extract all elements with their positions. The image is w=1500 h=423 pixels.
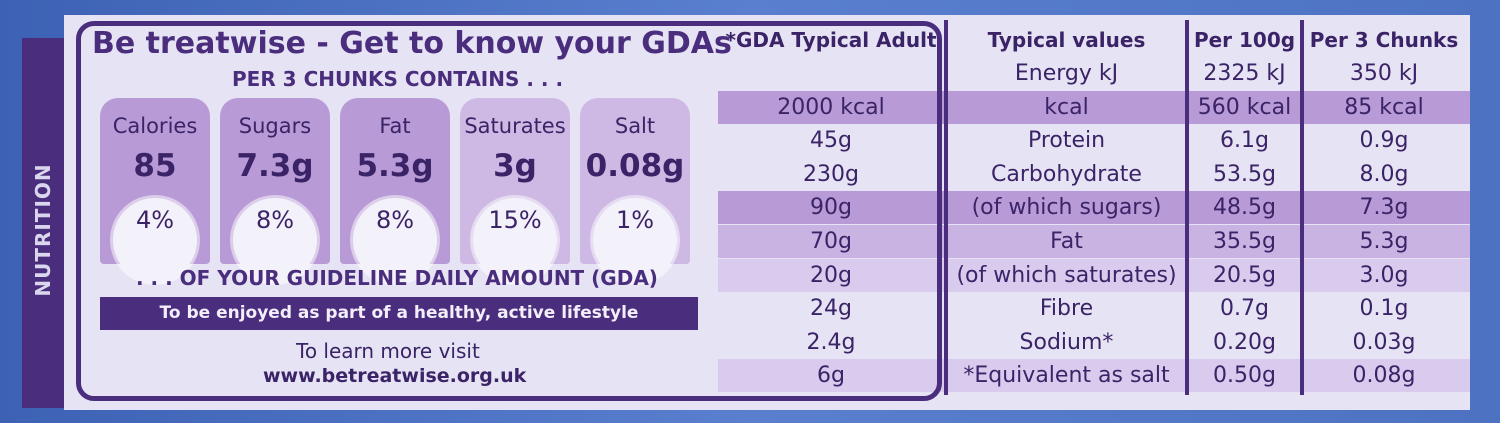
table-divider-per100 <box>1300 20 1304 395</box>
header-per100: Per 100g <box>1193 28 1296 52</box>
table-row: 20g (of which saturates) 20.5g 3.0g <box>718 258 1470 292</box>
cell-gda: 2.4g <box>806 329 856 355</box>
percent-circle <box>353 198 437 282</box>
gda-card-fat: Fat 5.3g 8% <box>340 98 450 282</box>
cell-per3: 7.3g <box>1359 195 1409 221</box>
table-row: 24g Fibre 0.7g 0.1g <box>718 292 1470 325</box>
cell-typical: Energy kJ <box>1014 61 1119 86</box>
percent-circle <box>593 198 677 282</box>
cell-gda: 230g <box>803 161 859 187</box>
cell-per3: 8.0g <box>1359 161 1409 187</box>
cell-per3: 0.03g <box>1352 329 1416 355</box>
table-row: 2.4g Sodium* 0.20g 0.03g <box>718 326 1470 359</box>
card-label: Salt <box>614 114 656 138</box>
card-percent: 8% <box>375 206 415 234</box>
card-percent: 4% <box>135 206 175 234</box>
cell-typical: kcal <box>1044 94 1089 120</box>
card-percent: 15% <box>488 206 542 234</box>
cell-typical: Protein <box>1027 128 1106 154</box>
header-per3: Per 3 Chunks <box>1309 28 1459 52</box>
card-label: Fat <box>379 114 411 138</box>
cell-typical: Carbohydrate <box>991 161 1142 187</box>
cell-per100: 6.1g <box>1220 128 1269 154</box>
cell-per100: 560 kcal <box>1197 94 1292 120</box>
card-label: Saturates <box>464 114 566 138</box>
table-row: 45g Protein 6.1g 0.9g <box>718 124 1470 157</box>
cell-per100: 20.5g <box>1213 262 1276 288</box>
cell-per100: 48.5g <box>1213 195 1276 221</box>
percent-circle <box>473 198 557 282</box>
table-divider-gda <box>944 20 948 395</box>
side-band <box>22 38 64 408</box>
cell-per3: 0.08g <box>1352 363 1416 389</box>
table-row: 230g Carbohydrate 53.5g 8.0g <box>718 158 1470 191</box>
gda-card-sugars: Sugars 7.3g 8% <box>220 98 330 282</box>
table-row: 70g Fat 35.5g 5.3g <box>718 225 1470 258</box>
cell-per3: 5.3g <box>1359 229 1409 254</box>
table-row: 6g *Equivalent as salt 0.50g 0.08g <box>718 359 1470 393</box>
percent-circle <box>233 198 317 282</box>
card-percent: 1% <box>615 206 655 234</box>
cell-gda: 2000 kcal <box>777 94 885 120</box>
cell-per100: 53.5g <box>1213 161 1276 187</box>
cell-per3: 0.1g <box>1359 296 1409 322</box>
percent-circle <box>113 198 197 282</box>
cell-typical: *Equivalent as salt <box>963 363 1170 389</box>
gda-title: Be treatwise - Get to know your GDAs <box>92 26 732 61</box>
cell-per100: 0.50g <box>1213 363 1276 389</box>
cell-per3: 0.9g <box>1359 128 1409 154</box>
gda-guideline-text: . . . OF YOUR GUIDELINE DAILY AMOUNT (GD… <box>136 266 658 290</box>
cell-gda: 70g <box>810 229 852 254</box>
gda-subtitle: PER 3 CHUNKS CONTAINS . . . <box>232 67 564 91</box>
card-value: 7.3g <box>236 148 314 184</box>
table-row: 90g (of which sugars) 48.5g 7.3g <box>718 191 1470 225</box>
website-url: www.betreatwise.org.uk <box>263 365 527 387</box>
table-row: 2000 kcal kcal 560 kcal 85 kcal <box>718 90 1470 124</box>
cell-gda: 20g <box>810 262 852 288</box>
cell-typical: Sodium* <box>1019 329 1114 355</box>
cell-per100: 2325 kJ <box>1203 61 1286 86</box>
card-value: 0.08g <box>585 148 685 184</box>
cell-typical: (of which saturates) <box>956 262 1177 288</box>
card-percent: 8% <box>255 206 295 234</box>
card-value: 3g <box>493 148 537 184</box>
cell-gda: 45g <box>810 128 852 154</box>
cell-per100: 35.5g <box>1213 229 1276 254</box>
gda-box <box>76 21 942 401</box>
lifestyle-banner: To be enjoyed as part of a healthy, acti… <box>100 297 698 330</box>
cell-per3: 85 kcal <box>1344 94 1424 120</box>
side-label: NUTRITION INFORMATION <box>31 145 95 315</box>
header-gda: *GDA Typical Adult <box>725 28 937 52</box>
cell-typical: Fibre <box>1039 296 1094 322</box>
gda-card-saturates: Saturates 3g 15% <box>460 98 570 282</box>
table-row: Energy kJ 2325 kJ 350 kJ <box>718 57 1470 90</box>
cell-per3: 350 kJ <box>1349 61 1419 86</box>
cell-gda: 90g <box>810 195 852 221</box>
learn-more-text: To learn more visit <box>296 339 480 363</box>
card-label: Sugars <box>238 114 312 138</box>
cell-typical: (of which sugars) <box>971 195 1162 221</box>
header-typical: Typical values <box>987 28 1146 52</box>
cell-typical: Fat <box>1050 229 1083 254</box>
card-label: Calories <box>112 114 198 138</box>
cell-per100: 0.20g <box>1213 329 1276 355</box>
cell-per100: 0.7g <box>1220 296 1269 322</box>
card-value: 85 <box>133 148 177 184</box>
cell-gda: 24g <box>810 296 852 322</box>
table-divider-typical <box>1185 20 1189 395</box>
cell-gda: 6g <box>817 363 845 389</box>
card-value: 5.3g <box>356 148 434 184</box>
cell-per3: 3.0g <box>1359 262 1409 288</box>
gda-card-calories: Calories 85 4% <box>100 98 210 282</box>
gda-card-salt: Salt 0.08g 1% <box>580 98 690 282</box>
